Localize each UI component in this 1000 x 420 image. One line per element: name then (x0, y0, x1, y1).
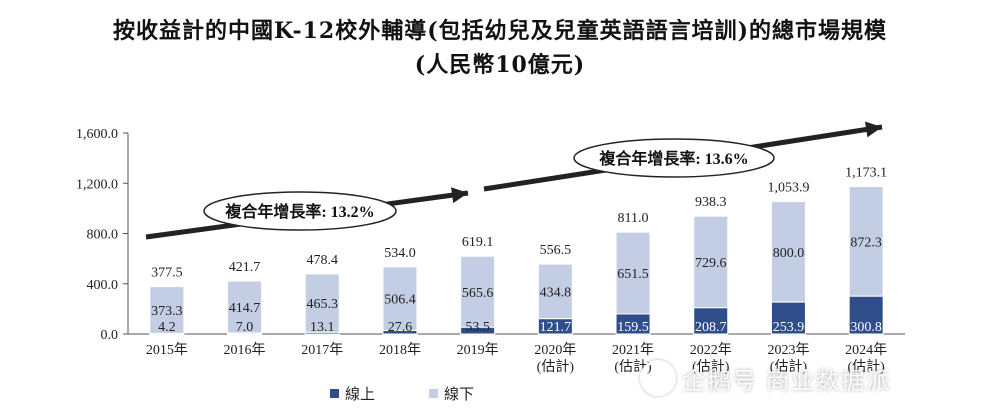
legend-swatch-online (330, 389, 339, 398)
offline-label: 414.7 (229, 301, 261, 316)
online-label: 7.0 (236, 320, 254, 335)
y-tick-label: 0.0 (101, 328, 119, 343)
x-tick-label: 2024年 (845, 342, 887, 358)
cagr-label-1-text: 複合年增長率: 13.2% (224, 202, 374, 221)
legend: 線上 線下 (330, 383, 474, 404)
total-label: 811.0 (618, 211, 649, 226)
online-label: 253.9 (773, 320, 805, 335)
online-label: 208.7 (695, 320, 727, 335)
x-tick-label: 2019年 (457, 342, 499, 358)
x-tick-label: 2022年 (690, 342, 732, 358)
x-tick-label: 2017年 (301, 342, 343, 358)
bar-offline (149, 286, 185, 334)
x-tick-label: 2020年 (534, 342, 576, 358)
online-label: 13.1 (310, 320, 335, 335)
online-label: 53.5 (465, 320, 490, 335)
legend-swatch-offline (429, 389, 439, 398)
total-label: 619.1 (462, 235, 494, 250)
bar-online (615, 313, 651, 335)
offline-label: 373.3 (151, 304, 183, 319)
cagr-arrow-2-head (864, 121, 882, 138)
offline-label: 651.5 (617, 267, 649, 282)
bar-online (149, 332, 185, 335)
bar-online (770, 301, 806, 335)
bar-offline (770, 201, 806, 303)
online-label: 159.5 (617, 320, 649, 335)
offline-label: 465.3 (307, 297, 339, 312)
total-label: 1,173.1 (845, 166, 887, 181)
bar-offline (382, 266, 418, 332)
online-label: 27.6 (388, 320, 413, 335)
x-tick-label: (估計) (692, 359, 730, 375)
legend-item-online: 線上 (330, 383, 375, 404)
total-label: 556.5 (540, 243, 572, 258)
offline-label: 506.4 (384, 293, 416, 308)
x-tick-label: (估計) (847, 359, 885, 375)
total-label: 938.3 (695, 195, 727, 210)
cagr-label-2-ellipse (573, 138, 775, 178)
penguin-logo-icon (640, 360, 676, 396)
bar-online (227, 332, 263, 335)
online-label: 121.7 (540, 320, 572, 335)
x-tick-label: (估計) (537, 359, 575, 375)
bar-offline (693, 215, 729, 309)
bar-offline (304, 273, 340, 333)
watermark-text: 企鹅号 商业数据派 (682, 366, 891, 395)
bar-online (848, 295, 884, 335)
legend-label-online: 線上 (345, 385, 376, 403)
x-tick-label: 2023年 (767, 342, 809, 358)
y-tick-label: 1,600.0 (76, 127, 118, 142)
online-label: 300.8 (850, 320, 882, 335)
x-tick-label: 2018年 (379, 342, 421, 358)
title-line-1: 按收益計的中國K-12校外輔導(包括幼兒及兒童英語語言培訓)的總市場規模 (112, 18, 888, 44)
offline-label: 872.3 (850, 235, 882, 250)
cagr-arrow-1-head (451, 187, 468, 204)
offline-label: 434.8 (540, 285, 572, 300)
total-label: 478.4 (307, 253, 339, 268)
y-tick-label: 1,200.0 (76, 177, 118, 192)
bar-offline (615, 231, 651, 315)
legend-label-offline: 線下 (444, 385, 475, 403)
watermark: 企鹅号 商业数据派 (640, 360, 891, 396)
y-tick-label: 800.0 (87, 228, 119, 243)
cagr-label-1-ellipse (203, 191, 397, 231)
x-tick-label: (估計) (770, 359, 808, 375)
total-label: 1,053.9 (767, 181, 809, 196)
bar-online (693, 307, 729, 335)
offline-label: 565.6 (462, 286, 494, 301)
title-line-2: (人民幣10億元) (414, 52, 586, 78)
total-label: 377.5 (151, 266, 183, 281)
x-tick-label: 2016年 (224, 342, 266, 358)
offline-label: 729.6 (695, 256, 727, 271)
x-tick-label: 2021年 (612, 342, 654, 358)
total-label: 534.0 (384, 246, 416, 261)
bar-online (382, 330, 418, 335)
bar-offline (537, 263, 573, 320)
legend-item-offline: 線下 (429, 383, 474, 404)
online-label: 4.2 (158, 320, 176, 335)
chart-title: 按收益計的中國K-12校外輔導(包括幼兒及兒童英語語言培訓)的總市場規模 (人民… (0, 14, 1000, 82)
bar-online (537, 318, 573, 335)
x-tick-label: 2015年 (146, 342, 188, 358)
y-tick-label: 400.0 (87, 278, 119, 293)
cagr-label-2-text: 複合年增長率: 13.6% (598, 149, 748, 168)
bar-online (460, 326, 496, 335)
offline-label: 800.0 (773, 246, 805, 261)
bar-offline (460, 255, 496, 328)
bar-online (304, 331, 340, 335)
total-label: 421.7 (229, 260, 261, 275)
